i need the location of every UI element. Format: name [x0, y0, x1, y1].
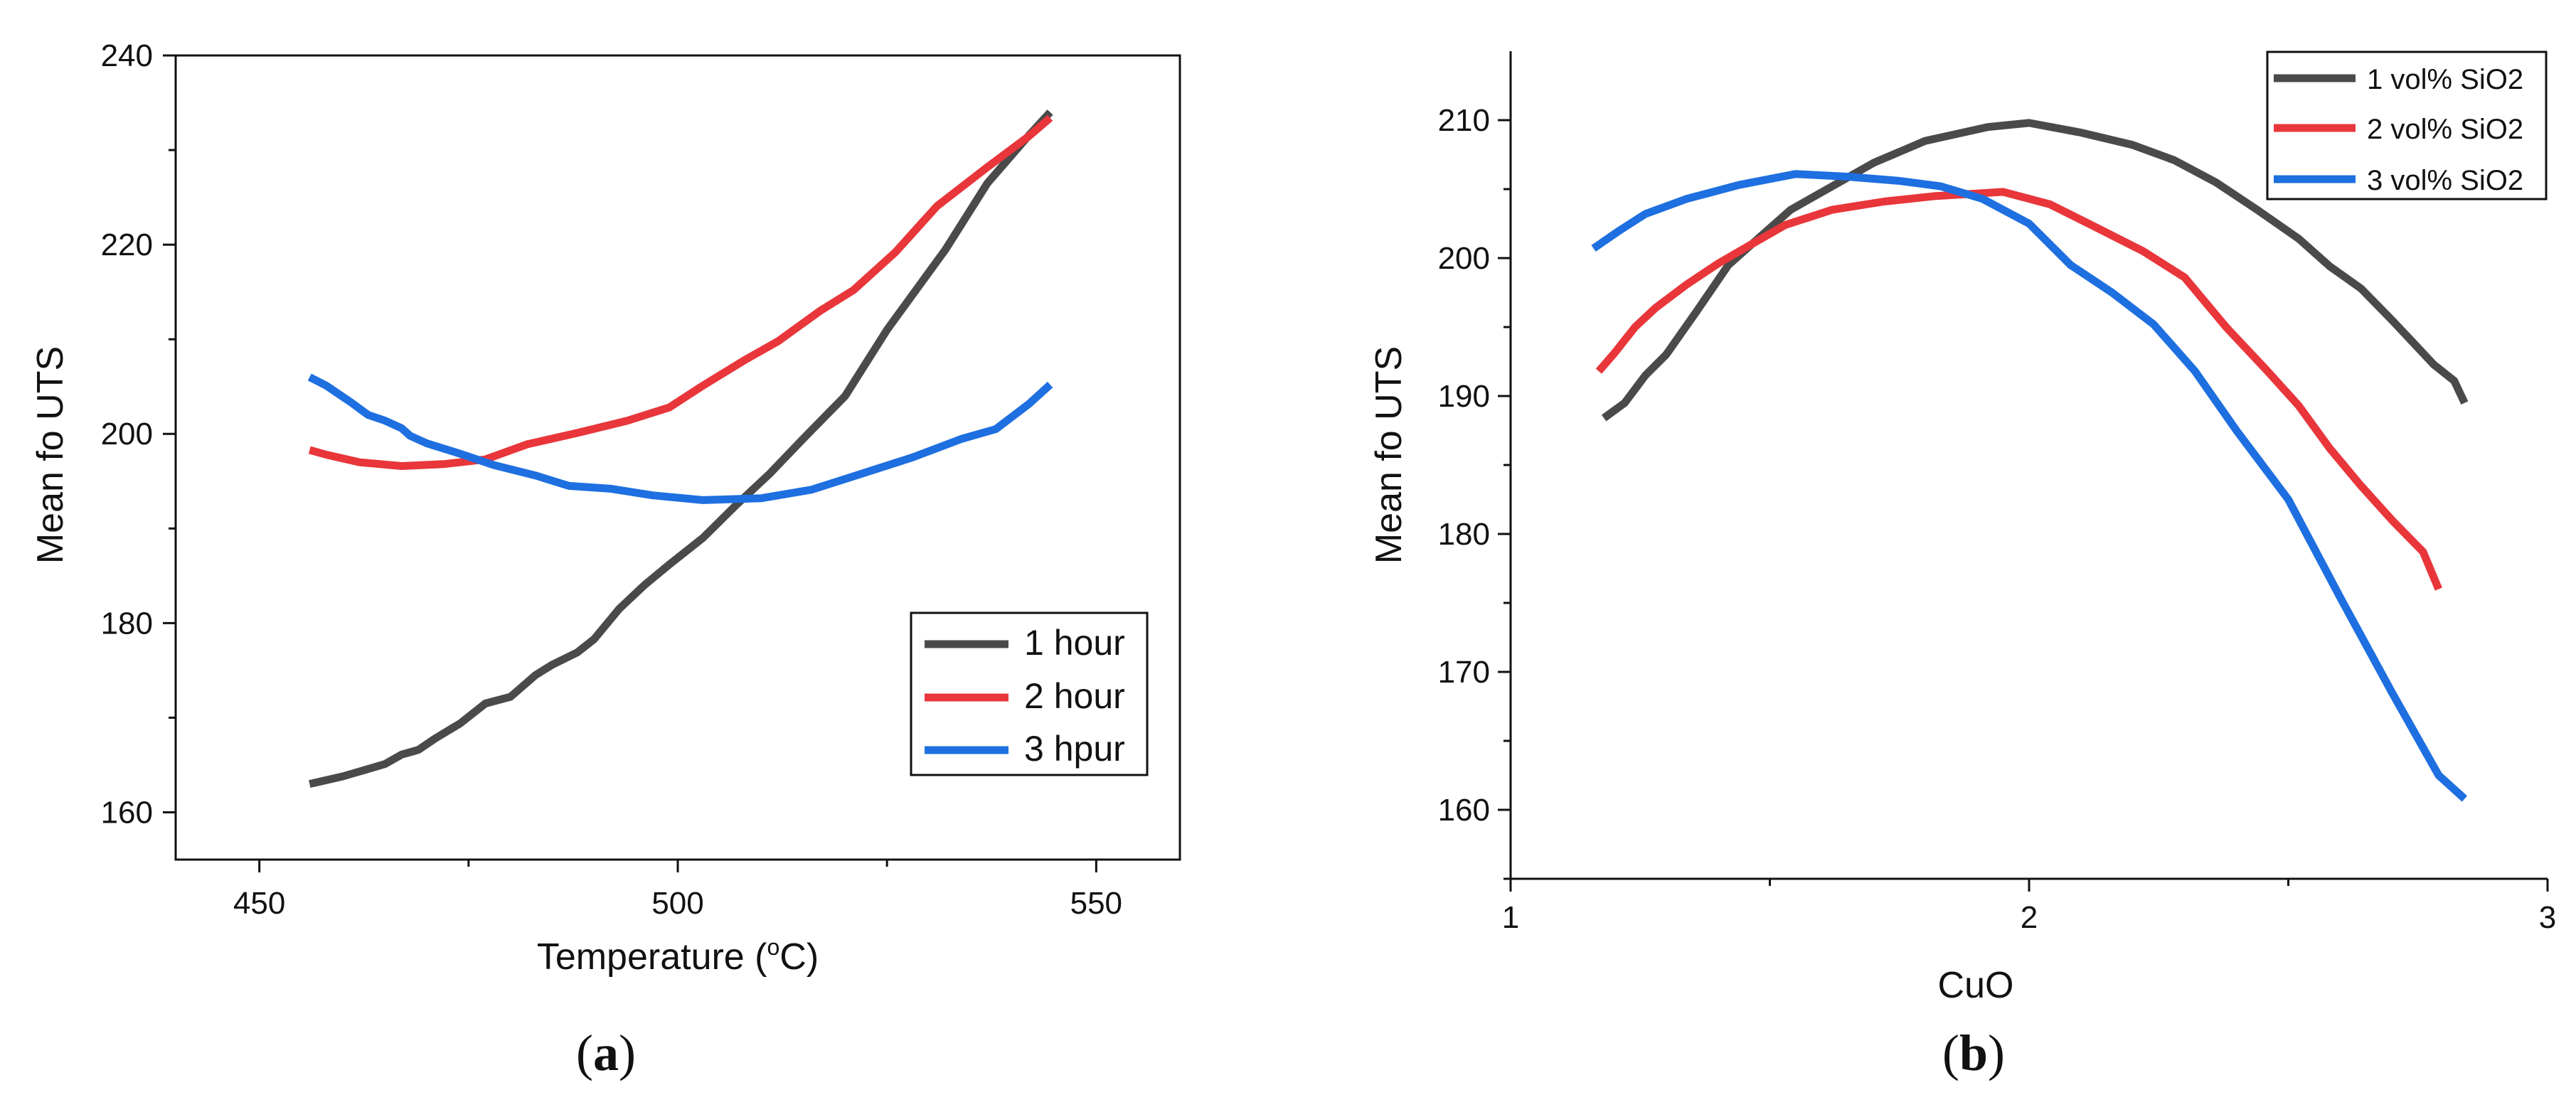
chart-a-tick-labels: 160 180 200 220 240 450 500 550 — [101, 38, 1122, 921]
chart-b-y-tick-label: 190 — [1438, 379, 1490, 414]
chart-a-legend-label: 2 hour — [1024, 676, 1125, 716]
chart-b-x-tick-label: 3 — [2539, 900, 2556, 935]
chart-a-ticks — [163, 54, 1097, 872]
chart-a-x-axis-title: Temperature (oC) — [537, 934, 819, 978]
chart-a-y-tick-label: 220 — [101, 228, 153, 262]
chart-b-series-2-line — [1595, 188, 2442, 591]
chart-b-legend-label: 3 vol% SiO2 — [2367, 165, 2523, 196]
chart-a-series-2-line — [308, 114, 1053, 470]
chart-a-panel-label: (a) — [576, 1025, 636, 1081]
chart-b-y-tick-label: 200 — [1438, 241, 1490, 276]
chart-a-y-tick-label: 200 — [101, 417, 153, 451]
chart-b-legend: 1 vol% SiO2 2 vol% SiO2 3 vol% SiO2 — [2266, 50, 2548, 201]
chart-a-x-tick-label: 550 — [1070, 886, 1122, 921]
chart-b-legend-label: 2 vol% SiO2 — [2367, 114, 2523, 145]
chart-b-tick-labels: 160 170 180 190 200 210 1 2 3 — [1438, 103, 2557, 935]
chart-b-series-3-line — [1591, 170, 2468, 802]
chart-b-y-tick-label: 210 — [1438, 103, 1490, 138]
chart-b-y-tick-label: 160 — [1438, 793, 1490, 828]
chart-a-y-tick-label: 180 — [101, 606, 153, 641]
chart-a-series-3-line — [307, 373, 1053, 504]
chart-b-x-tick-label: 1 — [1502, 900, 1519, 935]
chart-a-series-layer — [307, 109, 1053, 788]
chart-a-legend-label: 1 hour — [1024, 623, 1125, 663]
chart-b: 160 170 180 190 200 210 1 2 3 CuO Mean fo UTS 1 … — [1368, 50, 2557, 1081]
chart-a-y-tick-label: 240 — [101, 38, 153, 73]
chart-b-legend-label: 1 vol% SiO2 — [2367, 64, 2523, 95]
chart-a-y-tick-label: 160 — [101, 795, 153, 830]
chart-b-ticks — [1498, 119, 2549, 892]
chart-a-x-tick-label: 450 — [233, 886, 285, 921]
chart-a-y-axis-title: Mean fo UTS — [30, 346, 71, 564]
chart-b-series-layer — [1591, 119, 2469, 802]
chart-a-legend-label: 3 hpur — [1024, 729, 1125, 769]
chart-b-y-axis-title: Mean fo UTS — [1368, 346, 1410, 564]
chart-a-legend: 1 hour 2 hour 3 hpur — [910, 611, 1149, 776]
chart-b-y-tick-label: 180 — [1438, 517, 1490, 552]
chart-b-x-axis-title: CuO — [1938, 965, 2014, 1006]
chart-a: 160 180 200 220 240 450 500 550 Temperature (oC… — [30, 38, 1181, 1081]
chart-b-x-tick-label: 2 — [2021, 900, 2038, 935]
chart-b-series-1-line — [1601, 119, 2469, 422]
chart-a-series-1-line — [309, 109, 1053, 788]
chart-b-panel-label: (b) — [1942, 1025, 2005, 1081]
chart-b-y-tick-label: 170 — [1438, 655, 1490, 690]
chart-b-legend-entries: 1 vol% SiO2 2 vol% SiO2 3 vol% SiO2 — [2274, 64, 2523, 196]
chart-a-legend-entries: 1 hour 2 hour 3 hpur — [925, 623, 1125, 769]
chart-a-x-tick-label: 500 — [651, 886, 703, 921]
